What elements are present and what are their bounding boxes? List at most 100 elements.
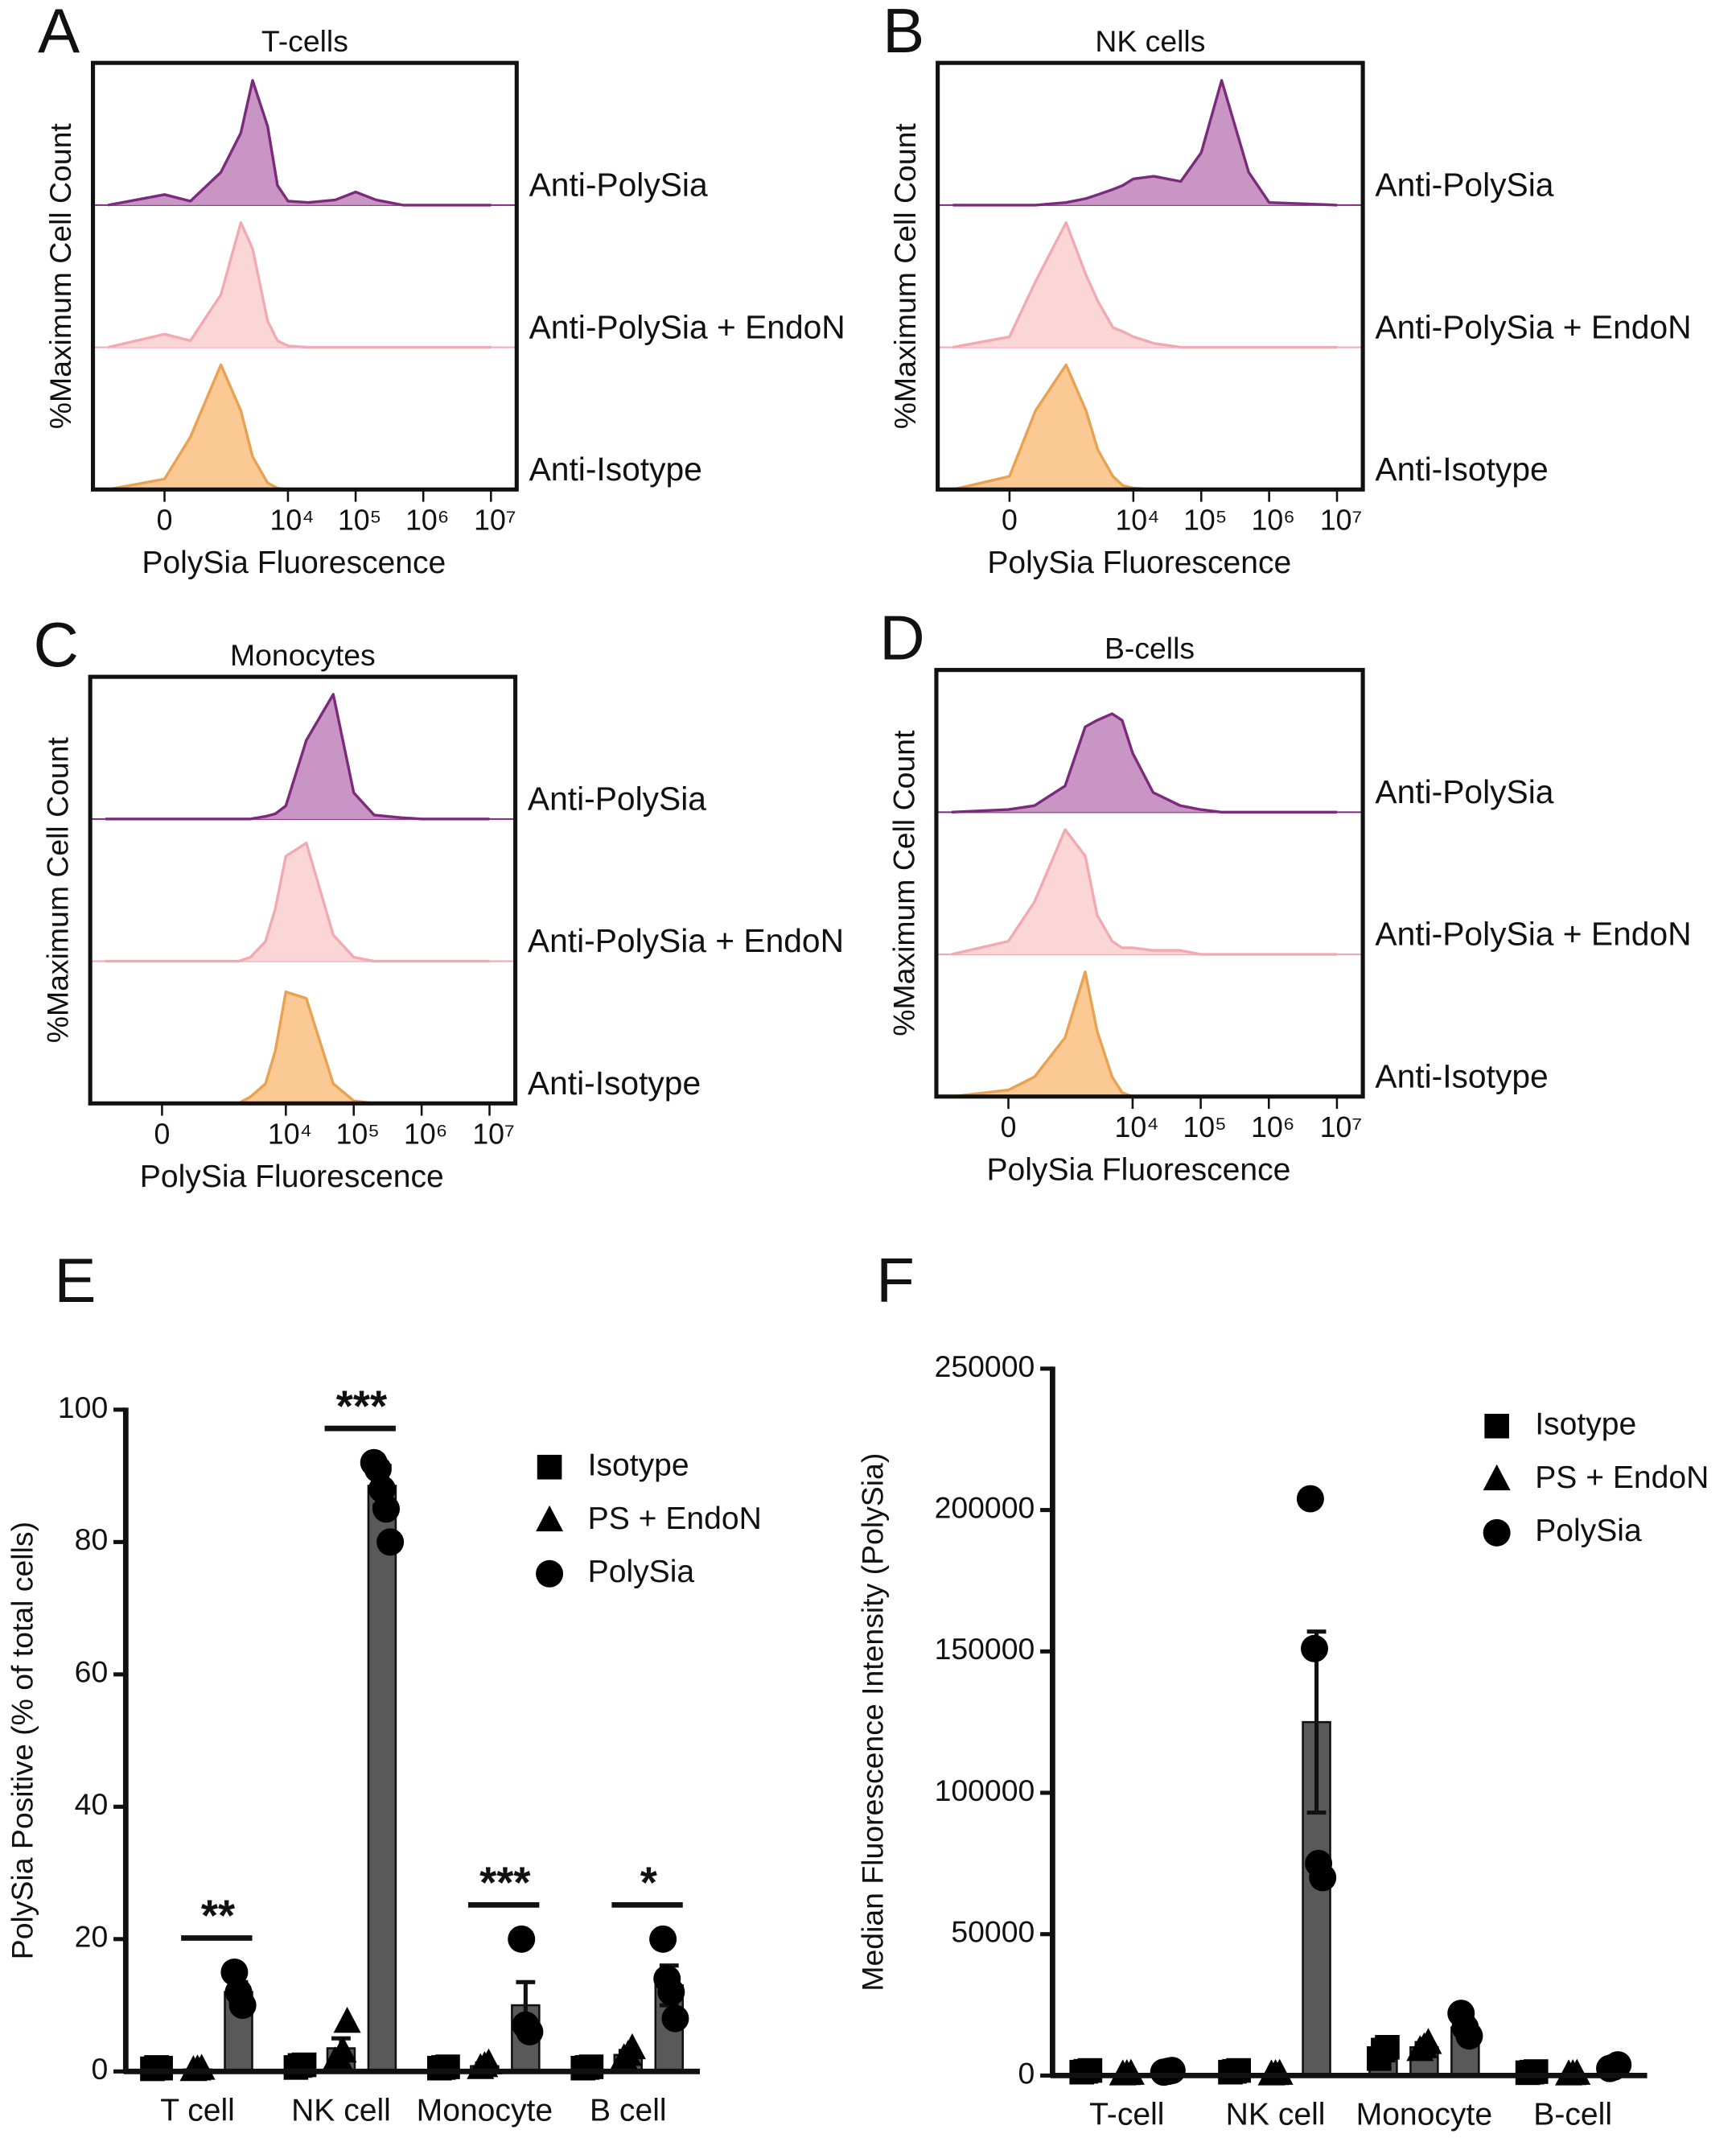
x-tick-label: 10⁵ [1183,505,1227,537]
x-axis-title: PolySia Fluorescence [140,1160,444,1194]
point [1604,2051,1632,2079]
ridge-label: Anti-Isotype [528,1065,701,1102]
ridge-area [108,222,492,348]
ridge-line [105,693,490,821]
legend-marker [536,1559,564,1588]
ridge-area [951,713,1337,813]
ridge-label: Anti-PolySia + EndoN [529,308,845,345]
panel-letter: E [54,1245,96,1316]
significance-label: *** [479,1858,531,1907]
x-tick-label: 10⁶ [405,505,449,537]
panel-title: Monocytes [230,638,376,672]
x-axis-title: PolySia Fluorescence [986,1153,1290,1188]
y-tick-label: 20 [75,1920,109,1954]
significance-label: ** [201,1891,236,1940]
point [435,2054,460,2079]
ridge-line [952,79,1338,207]
legend-marker [536,1505,564,1532]
y-tick-label: 250000 [935,1349,1035,1383]
y-tick-label: 50000 [951,1915,1035,1949]
point [618,2033,646,2060]
x-tick-label: 10⁴ [268,1118,312,1150]
ridge-line [951,970,1337,1098]
point [649,1925,677,1953]
point [475,2048,503,2075]
ridge-label: Anti-PolySia [529,167,708,204]
legend-label: PolySia [588,1555,695,1589]
panel-title: B-cells [1105,632,1195,665]
y-tick-label: 100 [58,1390,108,1424]
x-tick-label: 10⁷ [474,505,516,537]
point [228,1992,257,2020]
point [1455,2022,1483,2050]
plot-frame [934,668,1365,1099]
point [1301,1634,1328,1662]
x-tick-label: Monocyte [1356,2098,1492,2132]
legend-label: PS + EndoN [1535,1460,1709,1495]
ridge-label: Anti-PolySia [1375,167,1553,204]
y-tick-label: 0 [1018,2056,1035,2090]
ridge-line [951,712,1337,814]
y-tick-label: 150000 [935,1632,1035,1666]
x-tick-label: 10⁵ [336,1118,380,1150]
ridge-label: Anti-PolySia + EndoN [1375,916,1691,953]
point [376,1528,405,1556]
ridge-label: Anti-PolySia [528,781,706,818]
plot-frame [90,60,519,492]
y-tick-label: 80 [75,1522,109,1556]
ridge-area [952,222,1337,348]
ridge-line [108,220,492,349]
ridge-area [108,365,492,490]
point [508,1925,536,1953]
panel-title: T-cells [261,24,348,58]
panel-letter: A [38,0,80,66]
point [1375,2034,1400,2060]
point [1309,1864,1337,1892]
x-tick-label: 10⁵ [338,505,381,537]
ridge-line [108,79,492,207]
ridge-area [952,80,1337,205]
panel-letter: C [33,609,78,680]
point [148,2055,173,2081]
x-tick-label: 0 [1002,505,1018,537]
ridge-area [105,991,490,1104]
x-axis-title: PolySia Fluorescence [987,546,1291,580]
legend-marker [1483,1464,1511,1491]
ridge-area [951,830,1337,955]
ridge-label: Anti-PolySia [1375,773,1553,810]
legend-label: PolySia [1535,1514,1642,1548]
y-axis-title: %Maximum Cell Count [43,123,77,430]
y-tick-label: 40 [75,1787,109,1821]
panel-letter: F [876,1245,915,1316]
ridge-label: Anti-Isotype [529,451,702,488]
x-axis-title: PolySia Fluorescence [142,546,446,580]
point [372,1495,401,1523]
x-tick-label: 0 [154,1118,170,1150]
y-axis-title: %Maximum Cell Count [41,737,75,1044]
x-tick-label: 10⁴ [1115,505,1159,537]
ridge-line [105,842,490,963]
legend-marker [1484,1413,1509,1439]
bar [367,1485,397,2073]
point [1077,2058,1103,2083]
plot-frame [936,60,1365,492]
y-axis-title: %Maximum Cell Count [888,123,922,430]
x-tick-label: 10⁷ [1320,1111,1363,1143]
x-tick-label: 10⁵ [1183,1111,1226,1143]
x-tick-label: T cell [160,2094,235,2128]
ridge-area [952,365,1337,490]
plot-frame [88,674,518,1106]
ridge-area [105,842,490,962]
x-tick-label: B cell [590,2094,667,2128]
x-tick-label: T-cell [1089,2098,1164,2132]
point [657,1978,685,2006]
point [578,2054,604,2079]
legend-label: Isotype [588,1448,689,1483]
ridge-label: Anti-PolySia + EndoN [528,922,844,959]
panel-letter: D [879,602,924,673]
point [1226,2058,1251,2083]
point [1117,2058,1145,2085]
point [1265,2058,1294,2085]
point [1296,1485,1324,1513]
